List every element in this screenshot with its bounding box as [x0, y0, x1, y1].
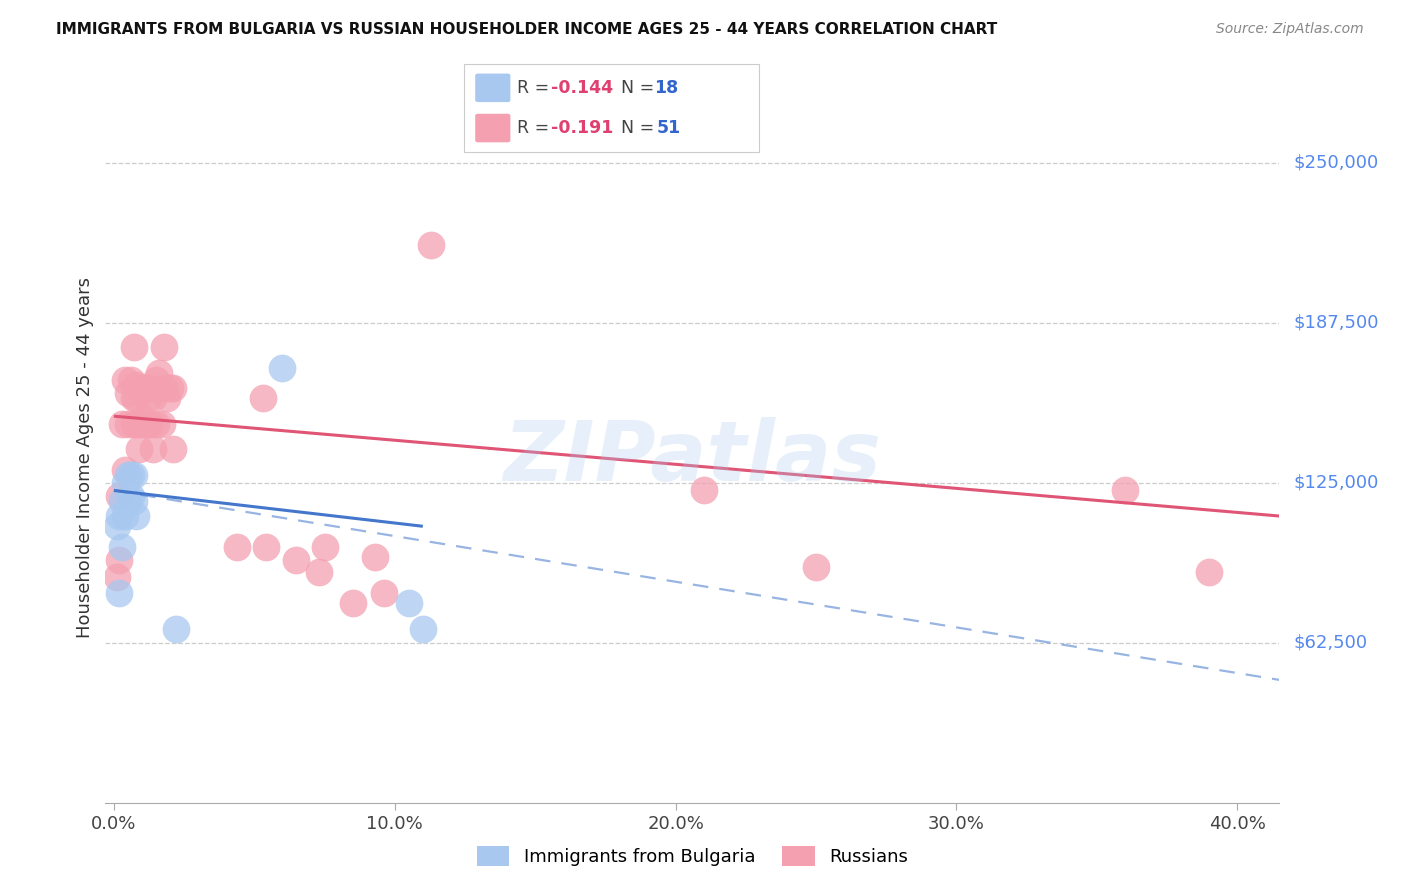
Text: Source: ZipAtlas.com: Source: ZipAtlas.com: [1216, 22, 1364, 37]
Point: [156, 391, 179, 405]
Point: [108, 586, 131, 600]
Text: $187,500: $187,500: [1294, 314, 1379, 332]
Point: [105, 519, 128, 533]
Point: [373, 586, 395, 600]
Text: 18: 18: [654, 78, 678, 97]
Text: IMMIGRANTS FROM BULGARIA VS RUSSIAN HOUSEHOLDER INCOME AGES 25 - 44 YEARS CORREL: IMMIGRANTS FROM BULGARIA VS RUSSIAN HOUS…: [56, 22, 997, 37]
Point: [159, 381, 181, 395]
Point: [142, 442, 165, 457]
Point: [136, 391, 159, 405]
Point: [111, 417, 134, 431]
Point: [111, 540, 134, 554]
Point: [142, 391, 165, 405]
Point: [139, 381, 162, 395]
Point: [364, 549, 387, 564]
Text: -0.191: -0.191: [551, 119, 613, 137]
Point: [117, 417, 139, 431]
Point: [412, 622, 434, 636]
Point: [117, 386, 139, 401]
Point: [122, 391, 145, 405]
Text: -0.144: -0.144: [551, 78, 613, 97]
Text: 51: 51: [657, 119, 681, 137]
Point: [125, 417, 148, 431]
Point: [122, 340, 145, 354]
Point: [122, 468, 145, 483]
Point: [131, 381, 153, 395]
Point: [128, 442, 150, 457]
Point: [148, 366, 170, 380]
Point: [131, 411, 153, 425]
Point: [1198, 566, 1220, 580]
Text: N =: N =: [621, 119, 661, 137]
Point: [1114, 483, 1136, 498]
Point: [114, 475, 136, 490]
Text: $125,000: $125,000: [1294, 474, 1379, 491]
Point: [342, 596, 364, 610]
Point: [226, 540, 249, 554]
Point: [165, 622, 187, 636]
Point: [139, 417, 162, 431]
Point: [136, 417, 159, 431]
Text: R =: R =: [517, 119, 555, 137]
Point: [120, 373, 142, 387]
Point: [285, 552, 308, 566]
Point: [153, 340, 176, 354]
Point: [314, 540, 336, 554]
Point: [134, 417, 156, 431]
Point: [153, 381, 176, 395]
Text: N =: N =: [621, 78, 661, 97]
Point: [108, 552, 131, 566]
Point: [150, 417, 173, 431]
Point: [162, 442, 184, 457]
Point: [398, 596, 420, 610]
Legend: Immigrants from Bulgaria, Russians: Immigrants from Bulgaria, Russians: [470, 839, 915, 873]
Point: [254, 540, 277, 554]
Point: [122, 417, 145, 431]
Text: $62,500: $62,500: [1294, 634, 1368, 652]
Y-axis label: Householder Income Ages 25 - 44 years: Householder Income Ages 25 - 44 years: [76, 277, 94, 638]
Point: [420, 237, 443, 252]
Point: [252, 391, 274, 405]
Point: [125, 391, 148, 405]
Point: [125, 509, 148, 524]
Point: [125, 378, 148, 392]
Point: [114, 373, 136, 387]
Point: [308, 566, 330, 580]
Point: [114, 463, 136, 477]
Text: $250,000: $250,000: [1294, 153, 1379, 171]
Point: [271, 360, 294, 375]
Point: [108, 489, 131, 503]
Point: [105, 570, 128, 584]
Point: [108, 509, 131, 524]
Point: [804, 560, 827, 574]
Text: ZIPatlas: ZIPatlas: [503, 417, 882, 498]
Point: [122, 493, 145, 508]
Point: [117, 468, 139, 483]
Point: [145, 417, 167, 431]
Point: [145, 373, 167, 387]
Point: [114, 509, 136, 524]
Point: [162, 381, 184, 395]
Point: [692, 483, 714, 498]
Point: [128, 417, 150, 431]
Text: R =: R =: [517, 78, 555, 97]
Point: [117, 493, 139, 508]
Point: [120, 489, 142, 503]
Point: [134, 381, 156, 395]
Point: [120, 468, 142, 483]
Point: [111, 493, 134, 508]
